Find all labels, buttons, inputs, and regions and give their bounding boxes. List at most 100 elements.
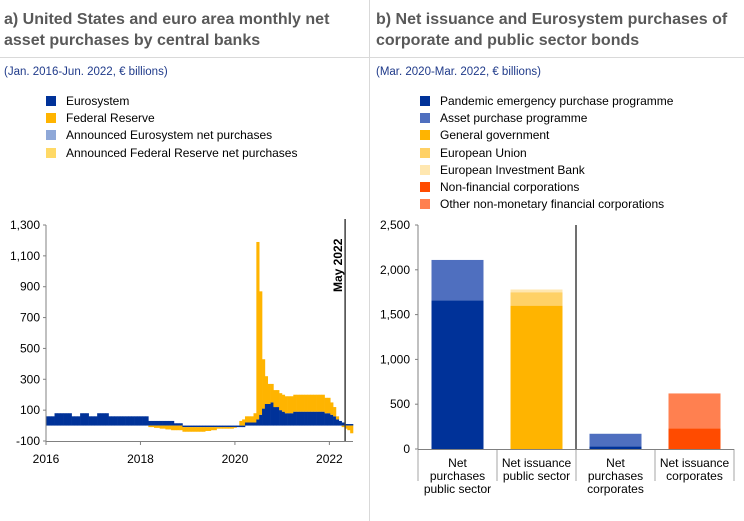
right-legend-label: Non-financial corporations: [440, 180, 580, 195]
right-category-label: Net issuance: [502, 456, 572, 470]
left-bar-federal-reserve: [222, 427, 226, 429]
right-category-label: corporates: [587, 482, 644, 496]
left-legend-swatch: [46, 147, 56, 158]
right-legend-swatch: [420, 130, 430, 141]
left-bar-eurosystem: [205, 425, 209, 428]
left-bar-eurosystem: [80, 413, 84, 426]
left-bar-eurosystem: [318, 411, 323, 426]
left-bar-federal-reserve: [230, 427, 234, 429]
left-bar-eurosystem: [151, 420, 155, 426]
left-legend-item: Announced Federal Reserve net purchases: [46, 144, 297, 161]
left-bar-eurosystem: [154, 420, 158, 426]
left-bar-eurosystem: [46, 416, 50, 426]
left-bar-eurosystem: [270, 402, 274, 426]
right-bar-segment: [510, 305, 563, 449]
left-legend: Eurosystem Federal Reserve Announced Euros…: [46, 92, 297, 161]
right-category-label: corporates: [666, 469, 723, 483]
left-bar-eurosystem: [253, 422, 257, 426]
left-bar-federal-reserve: [162, 425, 166, 429]
left-bar-eurosystem: [222, 425, 226, 428]
left-bar-eurosystem: [208, 425, 212, 428]
right-bar-segment: [431, 259, 484, 301]
right-ytick-label: 2,000: [380, 263, 410, 277]
left-bar-eurosystem: [264, 403, 269, 426]
left-bar-eurosystem: [162, 420, 166, 426]
left-bar-eurosystem: [97, 413, 101, 426]
left-bar-eurosystem: [159, 420, 163, 426]
left-bar-eurosystem: [279, 410, 283, 426]
left-bar-federal-reserve: [327, 397, 331, 414]
left-legend-item: Federal Reserve: [46, 109, 297, 126]
left-bar-federal-reserve: [253, 413, 257, 423]
right-legend-item: European Investment Bank: [420, 161, 673, 178]
right-legend-swatch: [420, 164, 430, 175]
right-legend-label: Other non-monetary financial corporation…: [440, 197, 665, 212]
left-bar-eurosystem: [48, 416, 52, 426]
left-bar-eurosystem: [85, 413, 89, 426]
left-bar-eurosystem: [57, 413, 61, 426]
left-bar-eurosystem: [171, 420, 175, 426]
left-bar-eurosystem: [284, 413, 288, 426]
left-bar-eurosystem: [188, 425, 192, 428]
left-bar-eurosystem: [193, 425, 197, 428]
left-bar-eurosystem: [105, 413, 109, 426]
right-ytick-label: 1,000: [380, 352, 410, 366]
left-bar-federal-reserve: [171, 425, 175, 431]
left-ytick-label: 1,100: [10, 249, 40, 263]
right-category-label: purchases: [588, 469, 643, 483]
left-bar-eurosystem: [333, 416, 337, 426]
left-bar-eurosystem: [347, 424, 351, 426]
left-bar-eurosystem: [179, 423, 183, 426]
left-bar-eurosystem: [225, 425, 229, 428]
left-bar-federal-reserve: [176, 425, 180, 431]
right-legend-label: European Union: [440, 145, 527, 160]
left-bar-eurosystem: [142, 416, 146, 426]
left-bar-eurosystem: [298, 411, 303, 426]
left-bar-eurosystem: [335, 419, 340, 426]
left-legend-label: Eurosystem: [66, 93, 130, 108]
panel-divider: [369, 0, 370, 521]
left-bar-eurosystem: [102, 413, 106, 426]
left-bar-eurosystem: [131, 416, 135, 426]
left-legend-swatch: [46, 130, 56, 141]
left-legend-item: Eurosystem: [46, 92, 297, 109]
left-bar-federal-reserve: [316, 394, 320, 412]
right-bar-segment: [431, 300, 484, 449]
left-bar-federal-reserve: [227, 427, 232, 429]
left-bar-eurosystem: [213, 425, 217, 428]
left-bar-eurosystem: [125, 416, 129, 426]
left-bar-federal-reserve: [188, 427, 192, 432]
left-bar-eurosystem: [77, 416, 81, 426]
left-bar-eurosystem: [327, 413, 331, 426]
left-bar-federal-reserve: [148, 425, 152, 428]
left-legend-swatch: [46, 95, 56, 106]
left-bar-eurosystem: [65, 413, 70, 426]
left-bar-eurosystem: [128, 416, 132, 426]
right-ytick-label: 1,500: [380, 308, 410, 322]
left-bar-eurosystem: [168, 420, 172, 426]
left-bar-eurosystem: [82, 413, 87, 426]
left-header-rule: [0, 57, 369, 58]
left-bar-federal-reserve: [225, 427, 229, 429]
left-bar-federal-reserve: [250, 416, 254, 423]
right-ytick-label: 500: [390, 397, 410, 411]
right-category-label: Net issuance: [660, 456, 730, 470]
right-header-rule: [370, 57, 744, 58]
left-legend-label: Announced Eurosystem net purchases: [66, 128, 273, 143]
left-bar-federal-reserve: [165, 425, 169, 430]
left-bar-federal-reserve: [199, 427, 203, 432]
left-bar-eurosystem: [74, 416, 78, 426]
left-bar-eurosystem: [190, 425, 195, 428]
left-xtick-label: 2018: [127, 452, 154, 466]
left-bar-federal-reserve: [287, 396, 291, 414]
left-bar-eurosystem: [256, 419, 260, 426]
left-bar-federal-reserve: [341, 425, 345, 428]
left-bar-federal-reserve: [347, 425, 351, 431]
left-bar-eurosystem: [259, 414, 263, 426]
left-bar-federal-reserve: [247, 416, 251, 423]
left-bar-federal-reserve: [276, 390, 280, 408]
left-bar-eurosystem: [338, 420, 342, 426]
left-bar-eurosystem: [136, 416, 141, 426]
left-ytick-label: 700: [20, 311, 40, 325]
right-panel-title: b) Net issuance and Eurosystem purchases…: [376, 9, 727, 51]
